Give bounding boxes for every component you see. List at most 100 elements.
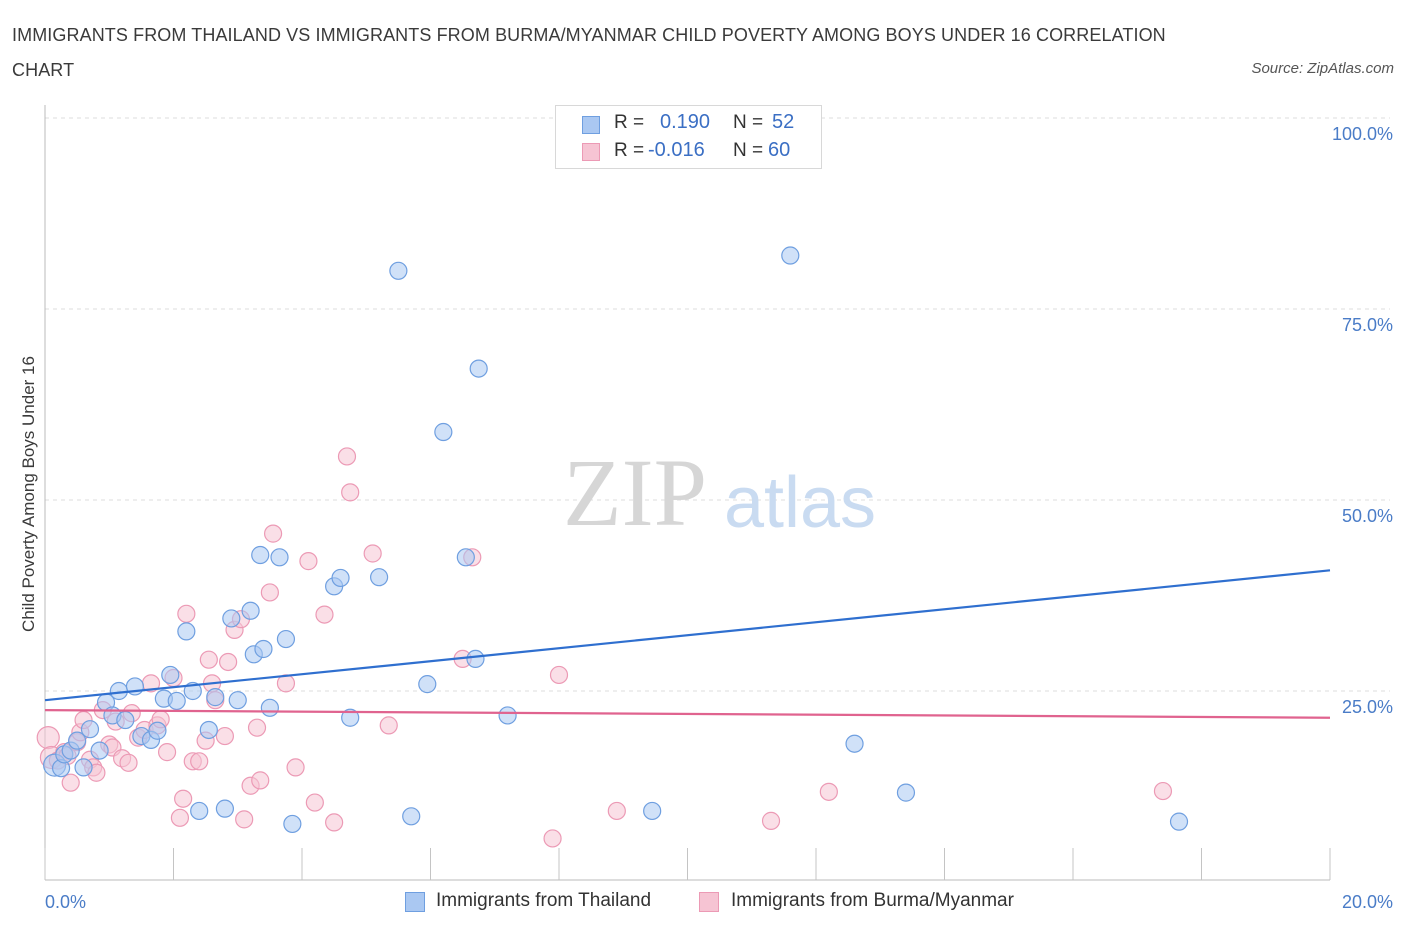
thailand-point	[456, 548, 475, 567]
thailand-point	[206, 688, 225, 707]
burma-point	[1153, 781, 1173, 801]
legend-r-value: -0.016	[648, 139, 705, 161]
burma-point	[170, 808, 190, 827]
thailand-point	[68, 731, 87, 750]
burma-point	[315, 605, 334, 624]
thailand-point	[389, 261, 408, 280]
x-tick-label: 0.0%	[45, 892, 86, 912]
legend-n-label: N =	[733, 112, 764, 133]
burma-point	[263, 524, 283, 543]
thailand-point	[781, 246, 800, 265]
trend-lines	[44, 569, 1331, 719]
burma-point	[174, 789, 193, 808]
thailand-point	[228, 691, 247, 710]
burma-point	[379, 716, 398, 735]
burma-point	[337, 447, 357, 466]
burma-point	[325, 813, 344, 832]
legend-n-value: 60	[768, 139, 791, 161]
burma-point	[305, 793, 324, 812]
thailand-point	[341, 708, 360, 727]
burma-point	[177, 604, 196, 623]
bottom-legend-label-burma: Immigrants from Burma/Myanmar	[731, 890, 1014, 911]
thailand-point	[845, 734, 864, 753]
thailand-point	[469, 359, 488, 378]
legend-n-value: 52	[772, 111, 795, 133]
burma-point	[215, 726, 234, 746]
burma-point	[607, 801, 626, 821]
thailand-point	[148, 721, 167, 740]
thailand-point	[466, 649, 485, 669]
burma-point	[119, 753, 138, 772]
legend-swatch-burma	[582, 143, 600, 161]
burma-point	[819, 782, 838, 801]
legend-r-label: R =	[614, 140, 645, 161]
thailand-point	[402, 807, 421, 826]
y-tick-label: 100.0%	[1332, 124, 1393, 144]
thailand-point	[896, 783, 916, 802]
thailand-point	[434, 422, 453, 442]
legend-swatch-thailand	[582, 116, 600, 134]
burma-point	[190, 752, 209, 771]
thailand-point	[116, 710, 135, 730]
watermark-atlas: atlas	[724, 463, 876, 543]
burma-point	[219, 652, 238, 672]
source-label: Source: ZipAtlas.com	[1251, 60, 1394, 77]
burma-point	[235, 810, 254, 829]
thailand-point	[90, 741, 109, 760]
y-tick-labels: 25.0% 50.0% 75.0% 100.0%	[1332, 124, 1393, 717]
legend-r-label: R =	[614, 112, 645, 133]
thailand-point	[270, 548, 289, 567]
thailand-point	[260, 698, 279, 717]
watermark: ZIP atlas	[563, 439, 876, 546]
thailand-point	[418, 675, 437, 694]
series-thailand-points	[43, 246, 1189, 834]
thailand-point	[1169, 812, 1189, 831]
burma-point	[157, 743, 177, 762]
burma-point	[761, 811, 781, 830]
burma-point	[61, 773, 80, 792]
thailand-point	[331, 568, 350, 588]
bottom-legend-swatch-thailand	[405, 892, 425, 912]
thailand-point	[190, 801, 209, 821]
thailand-point	[498, 706, 517, 725]
y-tick-label: 50.0%	[1342, 506, 1393, 526]
burma-point	[247, 718, 267, 737]
thailand-point	[283, 814, 302, 834]
burma-point	[299, 552, 318, 571]
thailand-point	[177, 622, 196, 641]
chart-title: IMMIGRANTS FROM THAILAND VS IMMIGRANTS F…	[12, 25, 1166, 80]
burma-point	[341, 483, 360, 502]
y-axis-label: Child Poverty Among Boys Under 16	[19, 356, 38, 632]
thailand-point	[80, 720, 100, 739]
burma-point	[251, 771, 270, 790]
x-tick-labels: 0.0% 20.0%	[45, 892, 1393, 912]
thailand-trend-line	[44, 569, 1331, 702]
thailand-point	[254, 639, 273, 659]
burma-point	[286, 758, 305, 777]
watermark-zip: ZIP	[563, 439, 707, 546]
thailand-point	[643, 801, 662, 821]
y-tick-label: 25.0%	[1342, 697, 1393, 717]
y-tick-label: 75.0%	[1342, 315, 1393, 335]
bottom-legend-swatch-burma	[699, 892, 719, 912]
burma-point	[36, 726, 60, 750]
bottom-legend-label-thailand: Immigrants from Thailand	[436, 890, 652, 911]
burma-point	[199, 650, 218, 669]
burma-trend-line	[44, 708, 1331, 719]
burma-point	[363, 544, 382, 563]
bottom-legend: Immigrants from Thailand Immigrants from…	[0, 888, 1406, 916]
thailand-point	[276, 629, 296, 649]
burma-point	[260, 583, 279, 602]
thailand-point	[222, 609, 241, 628]
thailand-point	[167, 691, 186, 711]
burma-point	[549, 665, 569, 685]
x-tick-label: 20.0%	[1342, 892, 1393, 912]
thailand-point	[74, 758, 93, 777]
burma-point	[543, 829, 562, 848]
legend: R = 0.190 N = 52 R = -0.016 N = 60	[555, 105, 822, 169]
thailand-point	[215, 799, 234, 818]
thailand-point	[251, 545, 270, 565]
legend-n-label: N =	[733, 140, 764, 161]
thailand-point	[199, 720, 218, 740]
